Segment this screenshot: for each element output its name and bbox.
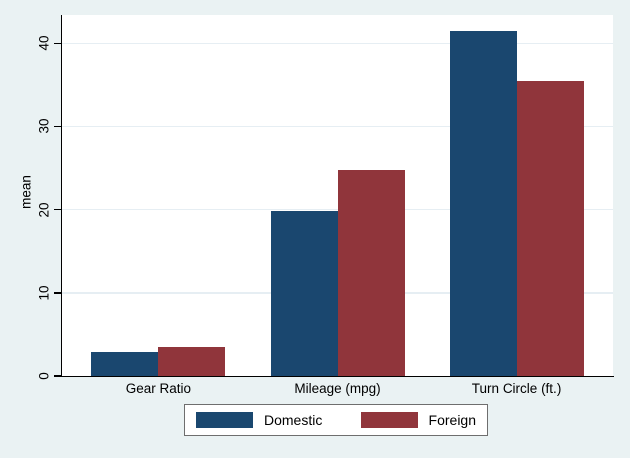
y-tick-label-20: 20 [36, 202, 52, 218]
x-tick-label-turn-circle-ft: Turn Circle (ft.) [471, 381, 562, 396]
x-tick-label-gear-ratio: Gear Ratio [125, 381, 192, 396]
bar-domestic-mileage-mpg [270, 211, 338, 376]
bar-foreign-gear-ratio [158, 346, 226, 376]
legend-label-foreign: Foreign [428, 412, 476, 428]
bar-foreign-mileage-mpg [337, 169, 405, 376]
y-tick-label-30: 30 [36, 118, 52, 134]
bar-domestic-gear-ratio [91, 352, 159, 376]
x-tick-label-mileage-mpg: Mileage (mpg) [294, 381, 381, 396]
legend-entry-foreign: Foreign [360, 412, 476, 428]
bar-domestic-turn-circle-ft [449, 31, 517, 376]
y-axis-title: mean [18, 175, 34, 209]
legend-swatch-foreign [360, 412, 418, 428]
y-tick-mark-20 [53, 208, 61, 211]
y-tick-label-10: 10 [36, 285, 52, 301]
y-tick-mark-10 [53, 292, 61, 294]
gridline-30 [62, 125, 613, 128]
legend-label-domestic: Domestic [264, 412, 323, 428]
y-axis-line [60, 15, 62, 377]
y-tick-mark-40 [53, 42, 61, 45]
y-tick-label-0: 0 [36, 372, 52, 380]
y-tick-mark-30 [53, 125, 61, 128]
legend: Domestic Foreign [184, 404, 488, 436]
y-tick-mark-0 [53, 375, 61, 377]
gridline-40 [62, 42, 613, 45]
legend-swatch-domestic [196, 412, 253, 428]
bar-foreign-turn-circle-ft [516, 81, 584, 376]
plot-area [62, 15, 613, 376]
legend-entry-domestic: Domestic [196, 412, 322, 428]
y-tick-label-40: 40 [36, 35, 52, 51]
x-axis-line [60, 375, 614, 377]
